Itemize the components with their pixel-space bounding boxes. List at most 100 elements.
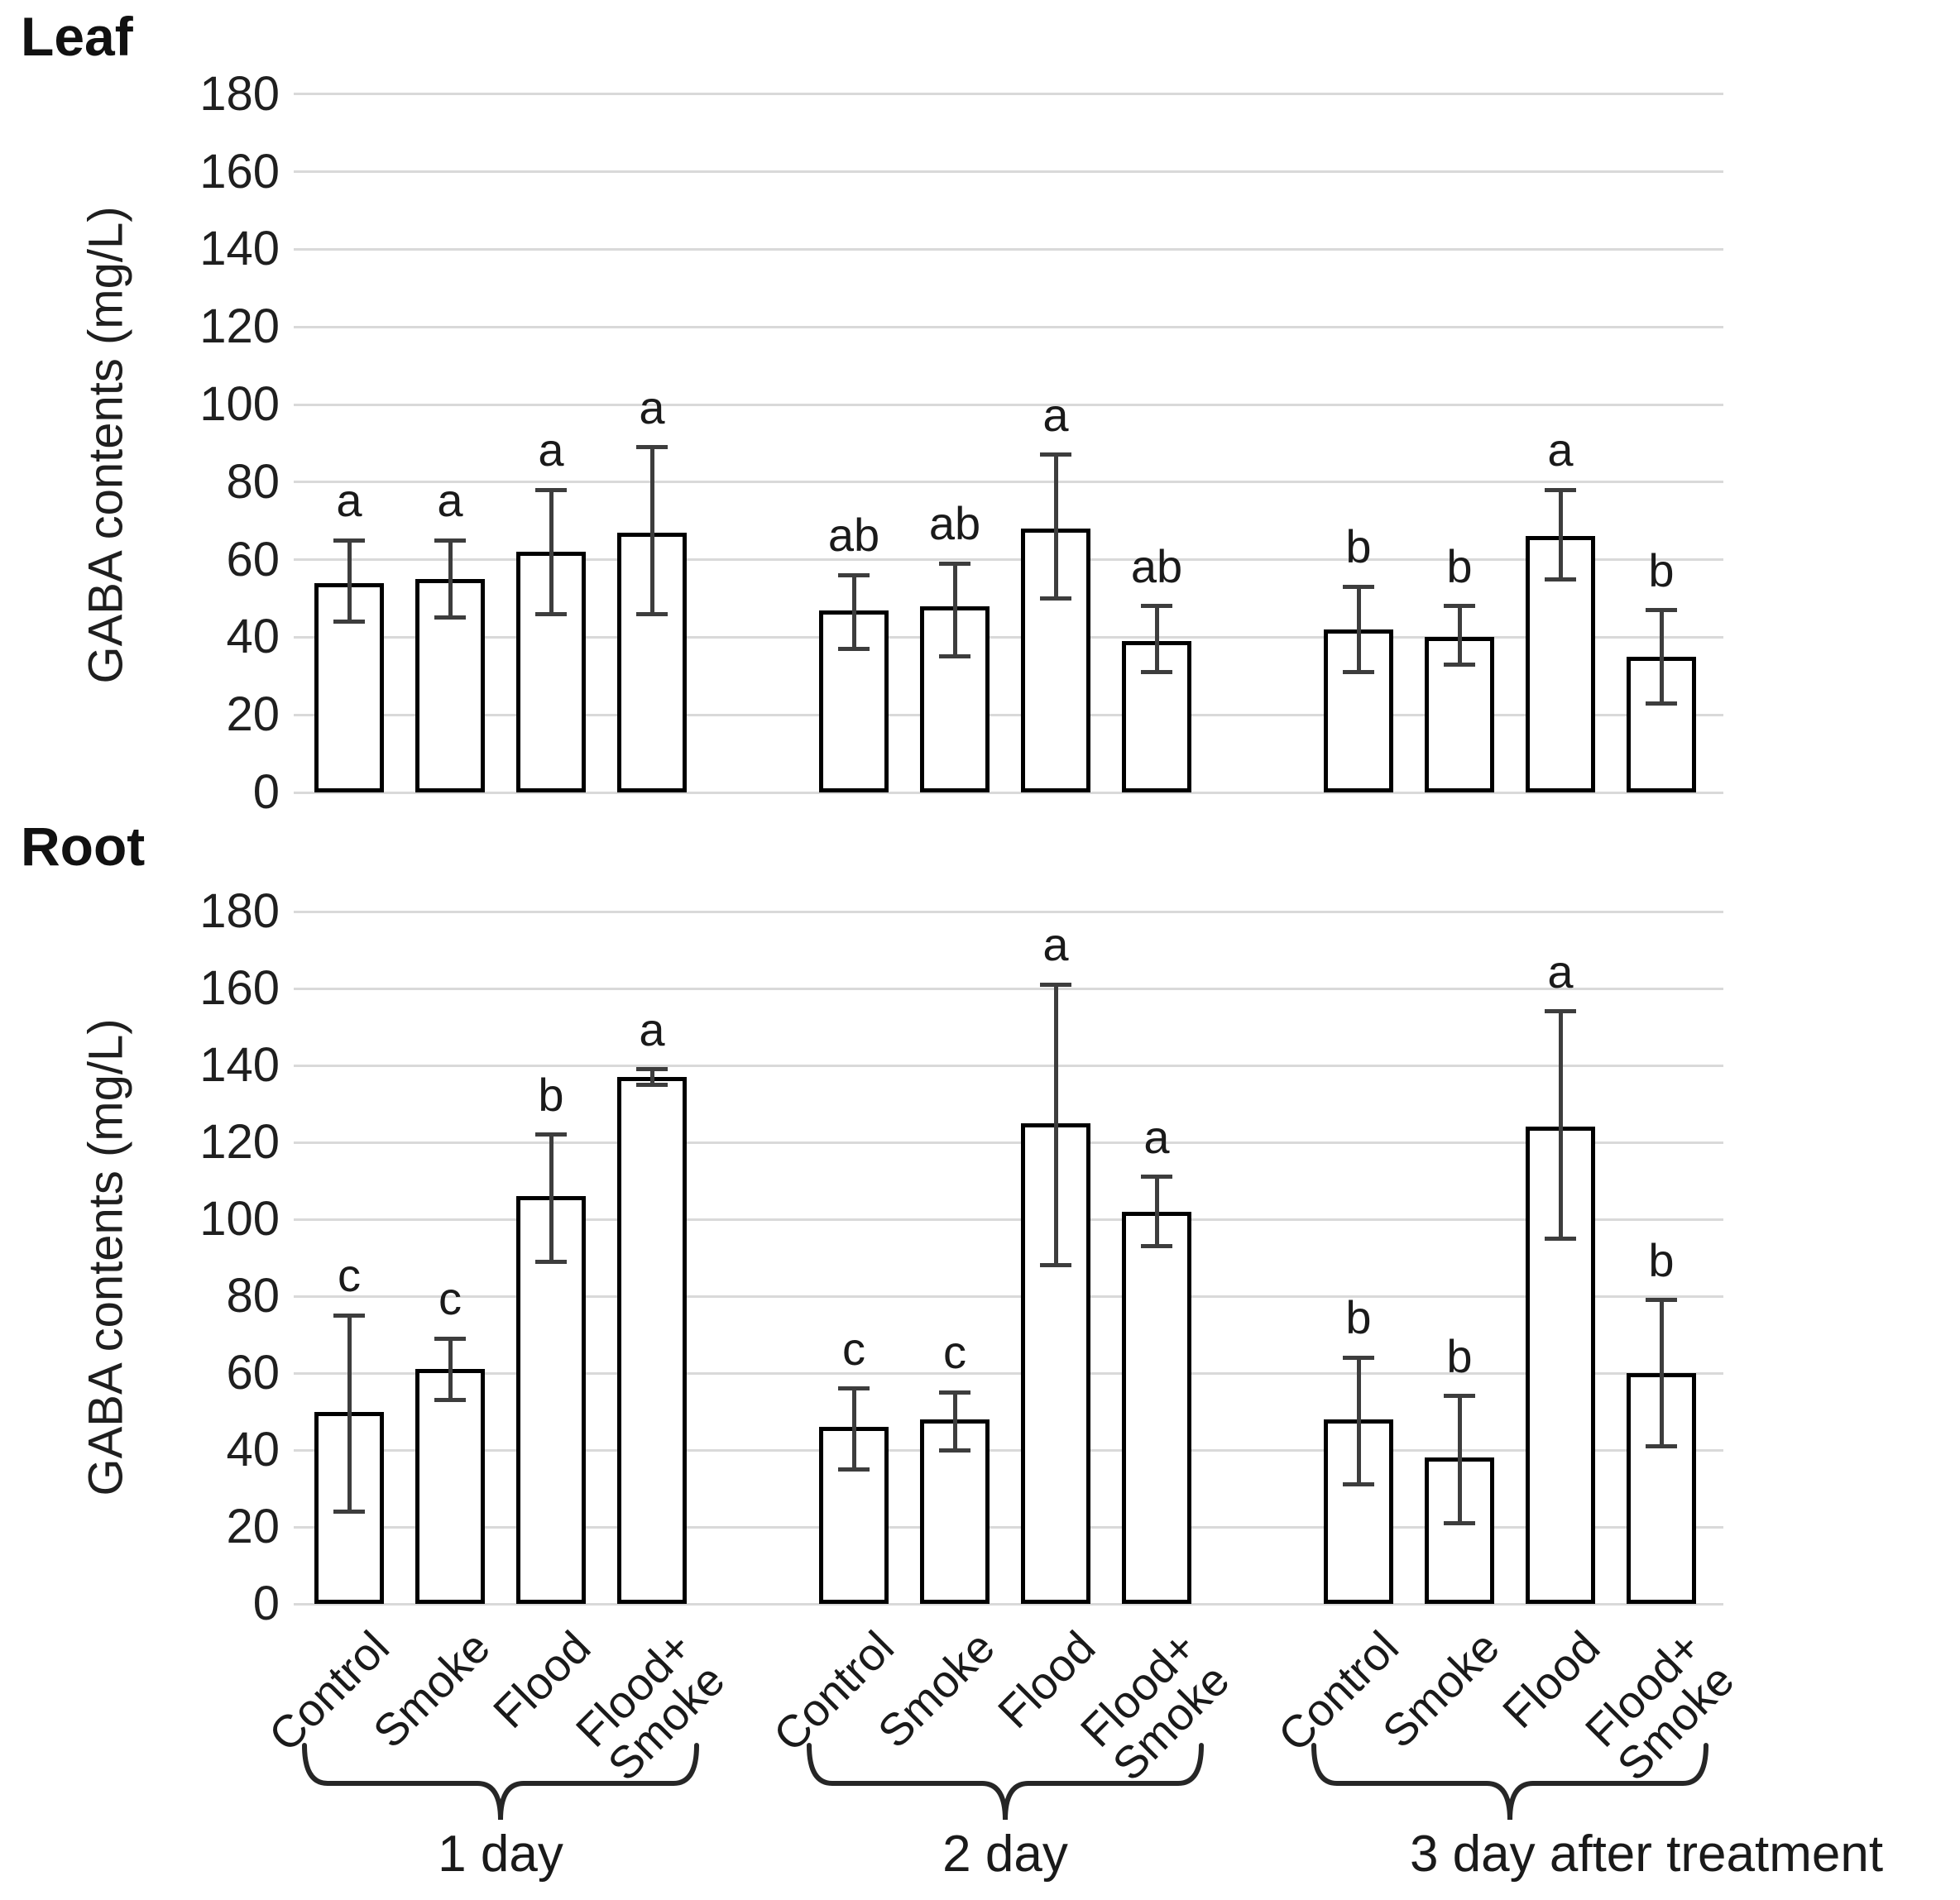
x-category-label-line: Control bbox=[258, 1620, 399, 1762]
significance-letter: ab bbox=[928, 497, 981, 550]
significance-letter: c bbox=[338, 1249, 361, 1302]
bar bbox=[1627, 656, 1696, 792]
significance-letter: b bbox=[1446, 1329, 1473, 1382]
error-bar-line bbox=[347, 1315, 352, 1512]
error-bar-top-cap bbox=[333, 1313, 365, 1318]
error-bar-top-cap bbox=[636, 1067, 668, 1072]
y-tick-label: 60 bbox=[226, 532, 280, 586]
error-bar-top-cap bbox=[1444, 604, 1475, 609]
y-tick-label: 20 bbox=[226, 1500, 280, 1553]
error-bar-bottom-cap bbox=[333, 620, 365, 625]
error-bar-bottom-cap bbox=[939, 654, 970, 659]
error-bar-line bbox=[649, 447, 654, 615]
error-bar-bottom-cap bbox=[838, 646, 870, 651]
error-bar-bottom-cap bbox=[1646, 701, 1677, 706]
error-bar-line bbox=[448, 540, 453, 618]
bar bbox=[617, 1076, 687, 1604]
y-tick-label: 100 bbox=[199, 377, 280, 431]
error-bar-bottom-cap bbox=[434, 615, 466, 620]
error-bar-bottom-cap bbox=[1343, 1482, 1374, 1487]
grid-line bbox=[294, 170, 1723, 174]
leaf-chart-title: Leaf bbox=[21, 6, 133, 67]
error-bar-line bbox=[1154, 1176, 1159, 1247]
significance-letter: b bbox=[1446, 539, 1473, 592]
error-bar-bottom-cap bbox=[1040, 596, 1071, 601]
y-tick-label: 20 bbox=[226, 687, 280, 742]
error-bar-bottom-cap bbox=[939, 1448, 970, 1453]
group-label: 3 day after treatment bbox=[1409, 1826, 1884, 1883]
root-chart-title: Root bbox=[21, 816, 146, 877]
error-bar-top-cap bbox=[535, 487, 567, 492]
significance-letter: b bbox=[1345, 1291, 1372, 1344]
error-bar-bottom-cap bbox=[636, 1082, 668, 1087]
root-y-axis-title: GABA contents (mg/L) bbox=[79, 1018, 133, 1496]
error-bar-top-cap bbox=[1545, 1009, 1576, 1014]
bar bbox=[1526, 536, 1595, 792]
significance-letter: a bbox=[437, 474, 463, 527]
error-bar-line bbox=[952, 1392, 957, 1450]
error-bar-bottom-cap bbox=[333, 1509, 365, 1514]
grid-line bbox=[294, 558, 1723, 562]
error-bar-top-cap bbox=[1141, 604, 1172, 609]
error-bar-top-cap bbox=[1040, 452, 1071, 457]
significance-letter: a bbox=[1042, 388, 1069, 441]
error-bar-top-cap bbox=[939, 1390, 970, 1395]
y-tick-label: 160 bbox=[199, 961, 280, 1015]
grid-line bbox=[294, 910, 1723, 913]
error-bar-bottom-cap bbox=[535, 1259, 567, 1264]
error-bar-bottom-cap bbox=[1141, 1244, 1172, 1249]
error-bar-line bbox=[1154, 605, 1159, 672]
error-bar-line bbox=[1356, 586, 1361, 672]
error-bar-line bbox=[952, 563, 957, 657]
x-category-label: Flood+ Smoke bbox=[1071, 1621, 1239, 1791]
error-bar-line bbox=[347, 540, 352, 622]
error-bar-top-cap bbox=[1646, 1298, 1677, 1303]
error-bar-line bbox=[1659, 610, 1664, 704]
grid-line bbox=[294, 1602, 1723, 1606]
error-bar-line bbox=[1659, 1299, 1664, 1447]
error-bar-line bbox=[851, 575, 856, 649]
y-tick-label: 0 bbox=[252, 765, 280, 819]
grid-line bbox=[294, 1525, 1723, 1529]
grid-line bbox=[294, 987, 1723, 990]
error-bar-bottom-cap bbox=[1444, 662, 1475, 667]
significance-letter: a bbox=[1547, 945, 1574, 998]
y-tick-label: 120 bbox=[199, 1115, 280, 1169]
error-bar-line bbox=[649, 1069, 654, 1085]
grid-line bbox=[294, 325, 1723, 328]
x-category-label-line: Control bbox=[763, 1620, 903, 1762]
y-tick-label: 140 bbox=[199, 222, 280, 276]
x-category-label: Control bbox=[763, 1620, 903, 1762]
error-bar-top-cap bbox=[1040, 982, 1071, 987]
grid-line bbox=[294, 93, 1723, 96]
error-bar-top-cap bbox=[1343, 584, 1374, 589]
error-bar-top-cap bbox=[939, 561, 970, 566]
error-bar-top-cap bbox=[1343, 1355, 1374, 1360]
error-bar-line bbox=[448, 1338, 453, 1400]
error-bar-line bbox=[549, 1134, 553, 1262]
y-tick-label: 120 bbox=[199, 299, 280, 354]
x-category-label: Control bbox=[1268, 1621, 1407, 1761]
error-bar-top-cap bbox=[1646, 608, 1677, 613]
error-bar-top-cap bbox=[838, 572, 870, 577]
significance-letter: b bbox=[538, 1068, 564, 1121]
error-bar-line bbox=[1457, 605, 1462, 665]
y-tick-label: 180 bbox=[199, 66, 280, 121]
error-bar-bottom-cap bbox=[636, 611, 668, 616]
error-bar-top-cap bbox=[838, 1386, 870, 1391]
error-bar-bottom-cap bbox=[1141, 670, 1172, 675]
bar bbox=[1122, 1211, 1191, 1604]
x-category-label: Control bbox=[258, 1620, 399, 1762]
error-bar-bottom-cap bbox=[1646, 1443, 1677, 1448]
error-bar-bottom-cap bbox=[535, 611, 567, 616]
significance-letter: b bbox=[1648, 543, 1675, 596]
significance-letter: a bbox=[1547, 424, 1574, 476]
bar bbox=[415, 1369, 485, 1604]
error-bar-bottom-cap bbox=[838, 1467, 870, 1472]
error-bar-top-cap bbox=[535, 1132, 567, 1137]
grid-line bbox=[294, 635, 1723, 639]
error-bar-top-cap bbox=[1141, 1175, 1172, 1180]
error-bar-bottom-cap bbox=[434, 1398, 466, 1403]
y-tick-label: 180 bbox=[199, 884, 280, 938]
